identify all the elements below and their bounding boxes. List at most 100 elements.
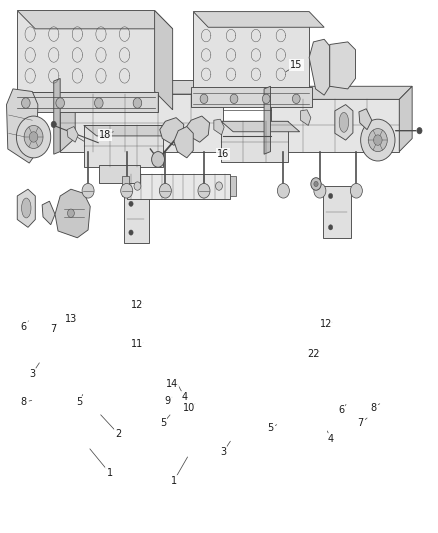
Polygon shape (271, 99, 399, 151)
Polygon shape (186, 116, 209, 142)
Text: 5: 5 (267, 423, 274, 433)
Polygon shape (271, 86, 412, 99)
Polygon shape (230, 176, 236, 196)
Circle shape (134, 182, 141, 190)
Circle shape (360, 119, 395, 161)
Polygon shape (14, 92, 158, 112)
Circle shape (417, 127, 422, 134)
Circle shape (67, 209, 74, 217)
Polygon shape (42, 201, 55, 225)
Text: 11: 11 (131, 339, 144, 349)
Circle shape (350, 183, 362, 198)
Text: 12: 12 (320, 319, 332, 329)
Circle shape (152, 151, 165, 167)
Polygon shape (323, 185, 351, 238)
Polygon shape (124, 193, 148, 243)
Circle shape (328, 193, 333, 199)
Polygon shape (155, 11, 173, 110)
Polygon shape (84, 125, 163, 167)
Text: 7: 7 (357, 418, 364, 428)
Circle shape (311, 177, 321, 190)
Text: 1: 1 (106, 468, 113, 478)
Circle shape (314, 183, 326, 198)
Circle shape (328, 225, 333, 230)
Polygon shape (214, 119, 224, 135)
Circle shape (129, 201, 133, 206)
Polygon shape (193, 12, 324, 27)
Circle shape (29, 132, 38, 142)
Polygon shape (17, 11, 173, 29)
Text: 18: 18 (99, 130, 111, 140)
Polygon shape (264, 86, 271, 154)
Text: 16: 16 (217, 149, 230, 159)
Circle shape (262, 94, 270, 103)
Circle shape (277, 183, 290, 198)
Circle shape (24, 125, 43, 149)
Polygon shape (174, 126, 193, 158)
Polygon shape (330, 42, 356, 89)
Circle shape (200, 94, 208, 103)
Text: 12: 12 (131, 300, 144, 310)
Text: 4: 4 (328, 434, 334, 444)
Circle shape (198, 183, 210, 198)
Polygon shape (55, 189, 90, 238)
Text: 10: 10 (183, 402, 195, 413)
Circle shape (133, 98, 142, 108)
Polygon shape (221, 122, 300, 132)
Text: 13: 13 (65, 314, 77, 324)
Polygon shape (60, 94, 223, 151)
Polygon shape (300, 110, 311, 125)
Polygon shape (17, 189, 35, 228)
Text: 5: 5 (76, 397, 83, 407)
Text: 7: 7 (51, 324, 57, 334)
Polygon shape (7, 89, 38, 163)
Polygon shape (160, 118, 184, 146)
Circle shape (293, 94, 300, 103)
Circle shape (56, 98, 64, 108)
Circle shape (159, 183, 171, 198)
Text: 9: 9 (164, 396, 170, 406)
Polygon shape (359, 109, 372, 130)
Text: 1: 1 (171, 475, 177, 486)
Circle shape (95, 98, 103, 108)
Polygon shape (309, 39, 330, 95)
Polygon shape (17, 11, 155, 92)
Text: 15: 15 (290, 60, 303, 70)
Text: 4: 4 (182, 392, 188, 402)
Text: 3: 3 (29, 369, 35, 378)
Text: 6: 6 (21, 321, 27, 332)
Polygon shape (335, 104, 353, 140)
Polygon shape (60, 80, 75, 151)
Polygon shape (67, 126, 78, 142)
Polygon shape (123, 176, 129, 196)
Text: 14: 14 (166, 379, 178, 389)
Polygon shape (221, 122, 288, 162)
Circle shape (374, 135, 382, 146)
Polygon shape (193, 12, 309, 89)
Circle shape (368, 128, 387, 151)
Polygon shape (399, 86, 412, 151)
Polygon shape (127, 174, 230, 199)
Polygon shape (84, 125, 176, 136)
Text: 8: 8 (371, 402, 377, 413)
Circle shape (16, 116, 51, 158)
Ellipse shape (21, 198, 31, 218)
Polygon shape (191, 87, 312, 107)
Circle shape (230, 94, 238, 103)
Polygon shape (54, 78, 60, 154)
Text: 5: 5 (160, 418, 166, 428)
Circle shape (82, 183, 94, 198)
Circle shape (314, 181, 318, 187)
Text: 2: 2 (115, 429, 121, 439)
Circle shape (21, 98, 30, 108)
Polygon shape (60, 80, 238, 94)
Text: 6: 6 (338, 405, 344, 415)
Circle shape (215, 182, 223, 190)
Circle shape (51, 122, 57, 127)
Text: 22: 22 (307, 349, 320, 359)
Circle shape (129, 230, 133, 235)
Text: 8: 8 (21, 397, 27, 407)
Circle shape (121, 183, 133, 198)
Ellipse shape (339, 112, 349, 132)
Polygon shape (99, 165, 140, 183)
